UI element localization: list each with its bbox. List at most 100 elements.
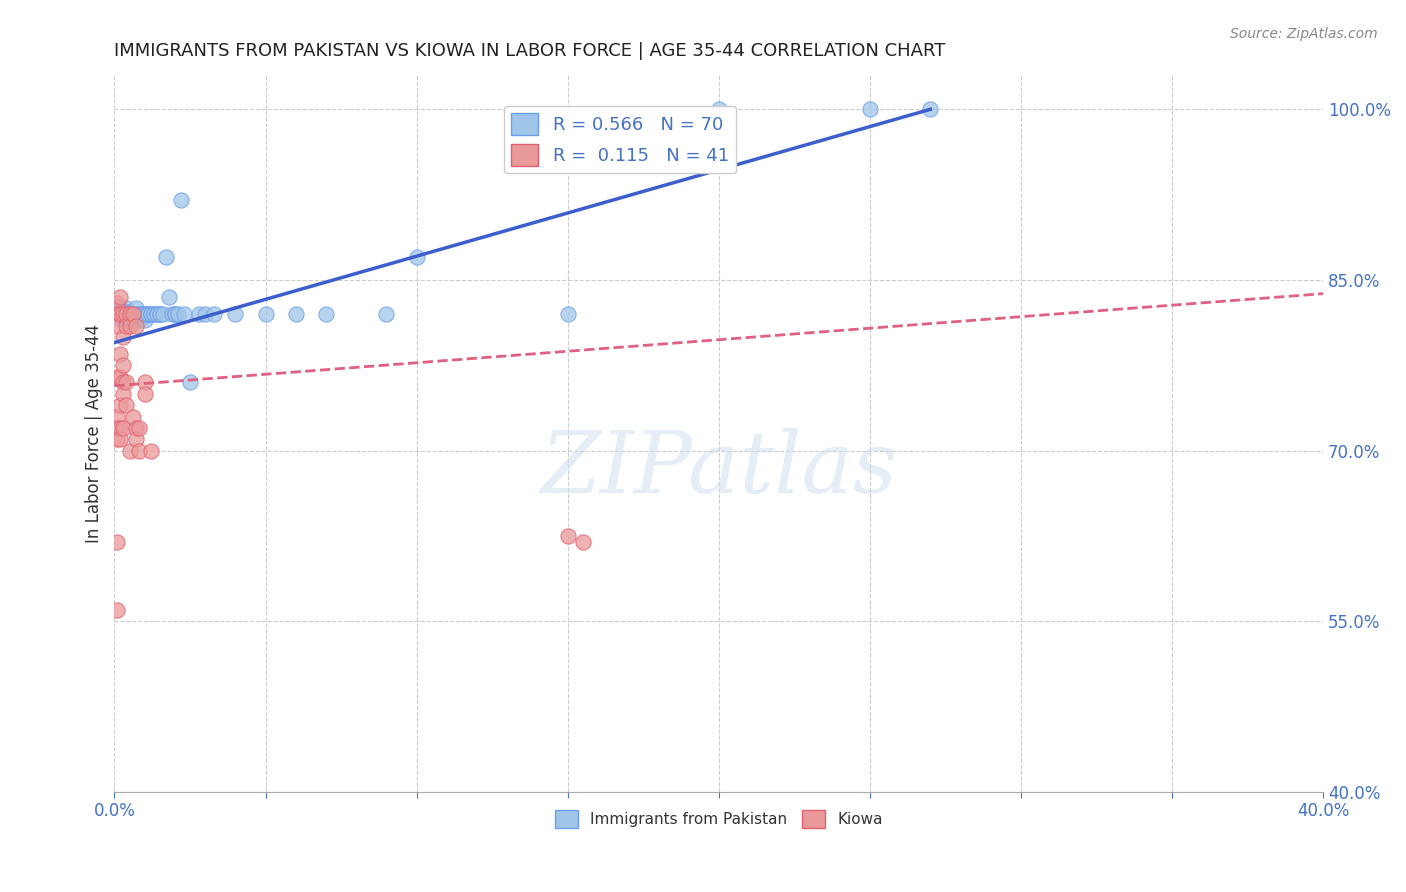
Point	[128, 421, 150, 435]
Point	[118, 307, 141, 321]
Point	[134, 376, 156, 390]
Point	[167, 307, 190, 321]
Point	[112, 307, 135, 321]
Point	[112, 305, 135, 319]
Point	[124, 421, 146, 435]
Point	[121, 310, 143, 324]
Point	[121, 409, 143, 424]
Point	[110, 421, 132, 435]
Point	[110, 307, 132, 321]
Point	[194, 307, 217, 321]
Point	[118, 318, 141, 333]
Point	[121, 307, 143, 321]
Point	[107, 432, 129, 446]
Point	[121, 313, 143, 327]
Point	[118, 443, 141, 458]
Point	[707, 103, 730, 117]
Legend: Immigrants from Pakistan, Kiowa: Immigrants from Pakistan, Kiowa	[548, 804, 889, 835]
Text: ZIPatlas: ZIPatlas	[540, 428, 897, 511]
Point	[110, 290, 132, 304]
Point	[124, 310, 146, 324]
Point	[124, 307, 146, 321]
Point	[110, 432, 132, 446]
Point	[107, 295, 129, 310]
Point	[254, 307, 277, 321]
Point	[110, 301, 132, 316]
Point	[118, 310, 141, 324]
Point	[107, 369, 129, 384]
Point	[139, 307, 162, 321]
Point	[115, 305, 138, 319]
Point	[118, 305, 141, 319]
Point	[112, 359, 135, 373]
Point	[170, 194, 193, 208]
Point	[121, 307, 143, 321]
Point	[107, 299, 129, 313]
Point	[112, 307, 135, 321]
Point	[121, 307, 143, 321]
Point	[188, 307, 211, 321]
Point	[112, 307, 135, 321]
Point	[134, 310, 156, 324]
Point	[124, 318, 146, 333]
Point	[163, 307, 186, 321]
Point	[134, 386, 156, 401]
Point	[118, 307, 141, 321]
Point	[110, 311, 132, 326]
Point	[128, 443, 150, 458]
Point	[110, 369, 132, 384]
Point	[136, 307, 159, 321]
Point	[131, 307, 153, 321]
Point	[107, 307, 129, 321]
Point	[284, 307, 307, 321]
Point	[107, 318, 129, 333]
Point	[315, 307, 337, 321]
Point	[112, 386, 135, 401]
Point	[107, 603, 129, 617]
Point	[112, 376, 135, 390]
Point	[128, 313, 150, 327]
Point	[557, 307, 579, 321]
Point	[115, 307, 138, 321]
Point	[152, 307, 174, 321]
Point	[139, 443, 162, 458]
Point	[118, 313, 141, 327]
Point	[173, 307, 195, 321]
Point	[155, 250, 177, 264]
Point	[115, 307, 138, 321]
Point	[142, 307, 165, 321]
Point	[557, 529, 579, 543]
Point	[139, 307, 162, 321]
Point	[142, 307, 165, 321]
Point	[145, 307, 167, 321]
Point	[149, 307, 172, 321]
Point	[179, 376, 201, 390]
Point	[128, 307, 150, 321]
Point	[134, 307, 156, 321]
Point	[112, 330, 135, 344]
Point	[107, 421, 129, 435]
Point	[124, 301, 146, 316]
Point	[134, 307, 156, 321]
Point	[110, 398, 132, 412]
Point	[121, 307, 143, 321]
Point	[202, 307, 225, 321]
Point	[118, 307, 141, 321]
Point	[157, 290, 180, 304]
Point	[107, 534, 129, 549]
Point	[110, 347, 132, 361]
Point	[160, 307, 183, 321]
Point	[149, 307, 172, 321]
Point	[107, 409, 129, 424]
Point	[405, 250, 427, 264]
Point	[115, 301, 138, 316]
Point	[115, 376, 138, 390]
Point	[163, 307, 186, 321]
Point	[224, 307, 246, 321]
Point	[131, 307, 153, 321]
Point	[128, 307, 150, 321]
Point	[115, 313, 138, 327]
Text: IMMIGRANTS FROM PAKISTAN VS KIOWA IN LABOR FORCE | AGE 35-44 CORRELATION CHART: IMMIGRANTS FROM PAKISTAN VS KIOWA IN LAB…	[114, 42, 946, 60]
Point	[124, 432, 146, 446]
Point	[572, 534, 595, 549]
